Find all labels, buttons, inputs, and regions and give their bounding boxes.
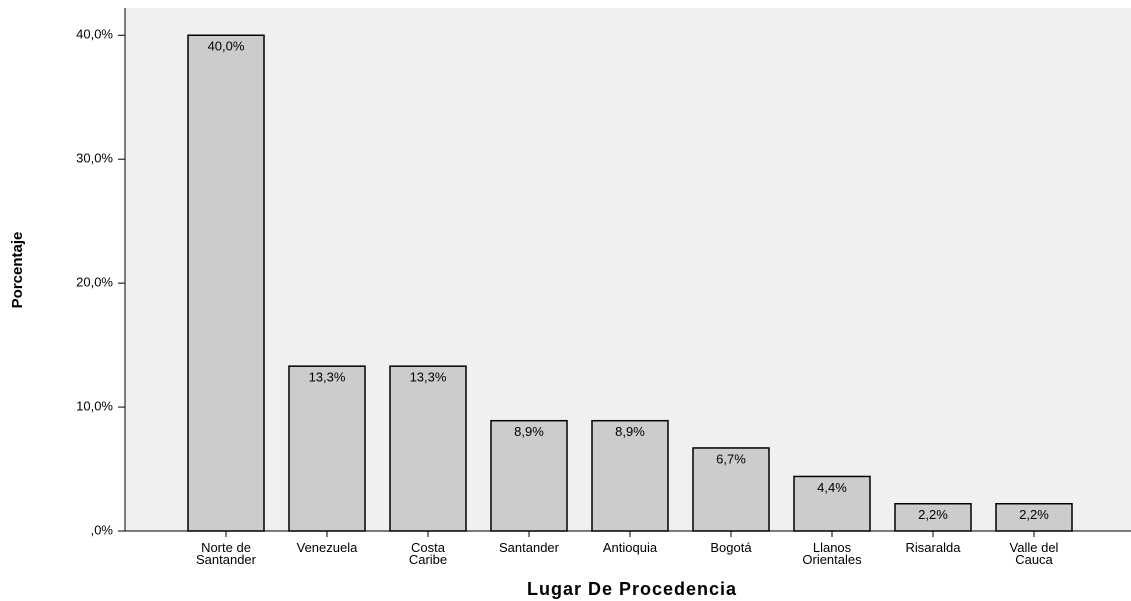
value-label: 13,3% [410, 370, 447, 385]
bar [389, 365, 467, 532]
x-tick-label: Valle del Cauca [1009, 540, 1059, 567]
x-tick-label: Risaralda [905, 540, 961, 555]
y-tick-label: 10,0% [76, 399, 113, 414]
value-label: 2,2% [918, 507, 948, 522]
x-tick-label: Costa Caribe [408, 540, 448, 567]
value-label: 8,9% [615, 424, 645, 439]
x-tick-label: Antioquia [602, 540, 658, 555]
y-axis-title: Porcentaje [9, 232, 26, 309]
y-tick-label: 30,0% [76, 151, 113, 166]
x-tick-label: Llanos Orientales [802, 540, 862, 567]
bar [187, 34, 265, 532]
x-tick-label: Venezuela [296, 540, 358, 555]
bar [692, 447, 770, 532]
value-label: 8,9% [514, 424, 544, 439]
value-label: 4,4% [817, 480, 847, 495]
x-tick-label: Bogotá [710, 540, 752, 555]
value-label: 13,3% [309, 370, 346, 385]
x-axis-title: Lugar De Procedencia [527, 579, 737, 599]
x-tick-label: Norte de Santander [196, 540, 256, 567]
value-label: 40,0% [208, 39, 245, 54]
bar [995, 502, 1073, 532]
bar [490, 419, 568, 532]
y-tick-label: ,0% [91, 522, 114, 537]
bar [591, 419, 669, 532]
x-tick-label: Santander [499, 540, 559, 555]
bar [894, 502, 972, 532]
y-tick-label: 20,0% [76, 275, 113, 290]
value-label: 6,7% [716, 451, 746, 466]
bar [288, 365, 366, 532]
value-label: 2,2% [1019, 507, 1049, 522]
y-tick-label: 40,0% [76, 27, 113, 42]
bar [793, 475, 871, 532]
